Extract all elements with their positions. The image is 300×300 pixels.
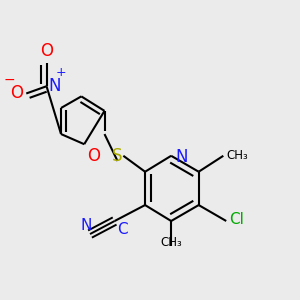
Text: O: O: [40, 42, 53, 60]
Text: N: N: [176, 148, 188, 166]
Text: N: N: [80, 218, 92, 232]
Text: C: C: [118, 223, 128, 238]
Text: −: −: [4, 73, 15, 87]
Text: S: S: [112, 147, 123, 165]
Text: CH₃: CH₃: [226, 149, 248, 162]
Text: N: N: [48, 77, 61, 95]
Text: O: O: [87, 147, 100, 165]
Text: Cl: Cl: [229, 212, 244, 227]
Text: +: +: [55, 66, 66, 79]
Text: O: O: [11, 85, 23, 103]
Text: CH₃: CH₃: [160, 236, 182, 248]
